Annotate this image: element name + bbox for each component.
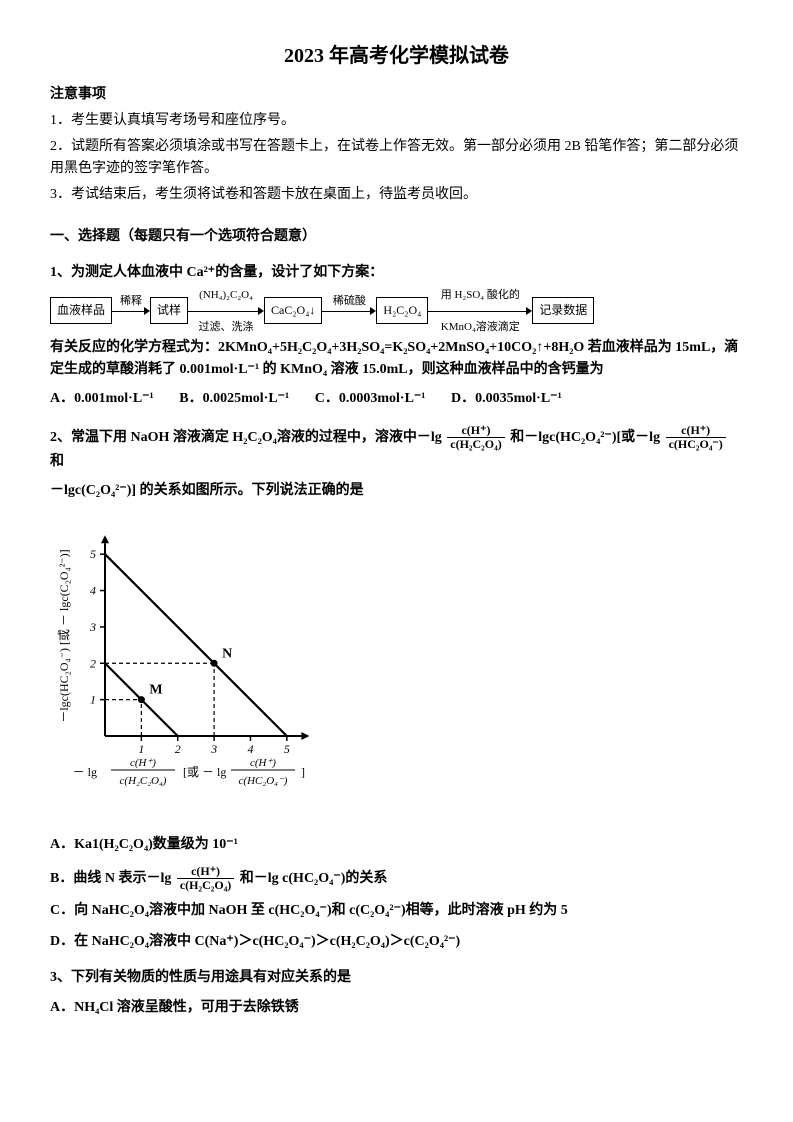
- q2-opt-b: B．曲线 N 表示－lg c(H⁺) c(H₂C₂O₄) 和－lg c(HC₂O…: [50, 865, 743, 892]
- q1-flowchart: 血液样品 稀释 试样 (NH₄)₂C₂O₄ 过滤、洗涤 CaC₂O₄↓ 稀硫酸 …: [50, 297, 743, 325]
- q2-opt-d: D．在 NaHC₂O₄溶液中 C(Na⁺)＞c(HC₂O₄⁻)＞c(H₂C₂O₄…: [50, 931, 743, 953]
- q2-stem: 2、常温下用 NaOH 溶液滴定 H₂C₂O₄溶液的过程中，溶液中－lg c(H…: [50, 424, 743, 474]
- svg-text:]: ]: [301, 765, 305, 779]
- flow-arrow-2: (NH₄)₂C₂O₄ 过滤、洗涤: [188, 297, 264, 325]
- q1-opt-b: B．0.0025mol·L⁻¹: [179, 391, 289, 406]
- flow-box-1: 血液样品: [50, 297, 112, 324]
- svg-text:4: 4: [247, 742, 253, 756]
- svg-text:5: 5: [90, 547, 96, 561]
- flow-arrow-1-top: 稀释: [120, 295, 142, 307]
- section-a-header: 一、选择题（每题只有一个选项符合题意）: [50, 226, 743, 248]
- svg-text:3: 3: [210, 742, 217, 756]
- page-title: 2023 年高考化学模拟试卷: [50, 40, 743, 72]
- q2-stem-mid2: 和: [50, 454, 64, 469]
- svg-text:M: M: [149, 683, 162, 698]
- q2-frac-1-num: c(H⁺): [447, 424, 504, 437]
- q2-frac-1: c(H⁺) c(H₂C₂O₄): [447, 424, 504, 451]
- q2-chart: 1 2 3 4 5 1 2 3 4 5 M N －lgc(HC₂O₄⁻) [或 － lgc(C₂O₄²⁻…: [50, 516, 743, 824]
- q1-stem: 1、为测定人体血液中 Ca²⁺的含量，设计了如下方案：: [50, 262, 743, 284]
- svg-text:N: N: [222, 646, 232, 661]
- q2-frac-2-num: c(H⁺): [666, 424, 726, 437]
- svg-text:[或 － lg: [或 － lg: [183, 765, 226, 779]
- q2-opt-a: A．Ka1(H₂C₂O₄)数量级为 10⁻¹: [50, 834, 743, 856]
- svg-text:1: 1: [90, 693, 96, 707]
- flow-box-4: H₂C₂O₄: [376, 297, 428, 324]
- q2-frac-1-den: c(H₂C₂O₄): [447, 437, 504, 451]
- flow-arrow-4-bot: KMnO₄溶液滴定: [441, 321, 520, 333]
- flow-arrow-4: 用 H₂SO₄ 酸化的 KMnO₄溶液滴定: [428, 297, 532, 325]
- q1-opt-c: C．0.0003mol·L⁻¹: [315, 391, 426, 406]
- q1-options: A．0.001mol·L⁻¹ B．0.0025mol·L⁻¹ C．0.0003m…: [50, 388, 743, 410]
- q2-stem-line2: －lgc(C₂O₄²⁻)] 的关系如图所示。下列说法正确的是: [50, 480, 743, 502]
- q2-stem-pre: 2、常温下用 NaOH 溶液滴定 H₂C₂O₄溶液的过程中，溶液中－lg: [50, 430, 442, 445]
- flow-arrow-4-top: 用 H₂SO₄ 酸化的: [441, 289, 520, 301]
- svg-text:4: 4: [90, 584, 96, 598]
- q2-chart-svg: 1 2 3 4 5 1 2 3 4 5 M N －lgc(HC₂O₄⁻) [或 － lgc(C₂O₄²⁻…: [50, 516, 350, 816]
- q2-frac-2-den: c(HC₂O₄⁻): [666, 437, 726, 451]
- q3-stem: 3、下列有关物质的性质与用途具有对应关系的是: [50, 967, 743, 989]
- note-2: 2．试题所有答案必须填涂或书写在答题卡上，在试卷上作答无效。第一部分必须用 2B…: [50, 136, 743, 181]
- flow-arrow-3: 稀硫酸: [322, 297, 376, 325]
- flow-arrow-1: 稀释: [112, 297, 150, 325]
- svg-text:2: 2: [90, 656, 96, 670]
- q2-opt-b-frac: c(H⁺) c(H₂C₂O₄): [177, 865, 234, 892]
- flow-arrow-3-top: 稀硫酸: [333, 295, 366, 307]
- q2-opt-c: C．向 NaHC₂O₄溶液中加 NaOH 至 c(HC₂O₄⁻)和 c(C₂O₄…: [50, 900, 743, 922]
- note-3: 3．考试结束后，考生须将试卷和答题卡放在桌面上，待监考员收回。: [50, 184, 743, 206]
- svg-text:5: 5: [284, 742, 290, 756]
- q1-opt-d: D．0.0035mol·L⁻¹: [451, 391, 562, 406]
- q2-stem-mid1: 和－lgc(HC₂O₄²⁻)[或－lg: [510, 430, 660, 445]
- flow-box-3: CaC₂O₄↓: [264, 297, 322, 324]
- svg-text:2: 2: [175, 742, 181, 756]
- flow-arrow-2-top: (NH₄)₂C₂O₄: [199, 289, 253, 301]
- note-1: 1．考生要认真填写考场号和座位序号。: [50, 110, 743, 132]
- flow-arrow-2-bot: 过滤、洗涤: [199, 321, 254, 333]
- q2-opt-b-frac-num: c(H⁺): [177, 865, 234, 878]
- q1-opt-a: A．0.001mol·L⁻¹: [50, 391, 154, 406]
- svg-text:3: 3: [89, 620, 96, 634]
- q2-opt-b-post: 和－lg c(HC₂O₄⁻)的关系: [240, 871, 388, 886]
- q2-opt-b-pre: B．曲线 N 表示－lg: [50, 871, 171, 886]
- q2-frac-2: c(H⁺) c(HC₂O₄⁻): [666, 424, 726, 451]
- svg-text:c(HC₂O₄⁻): c(HC₂O₄⁻): [239, 775, 288, 787]
- svg-text:c(H₂C₂O₄): c(H₂C₂O₄): [120, 775, 167, 787]
- notes-header: 注意事项: [50, 84, 743, 106]
- flow-box-5: 记录数据: [532, 297, 594, 324]
- q3-opt-a: A．NH₄Cl 溶液呈酸性，可用于去除铁锈: [50, 997, 743, 1019]
- q1-body: 有关反应的化学方程式为：2KMnO₄+5H₂C₂O₄+3H₂SO₄=K₂SO₄+…: [50, 337, 743, 382]
- flow-box-2: 试样: [150, 297, 188, 324]
- svg-text:1: 1: [138, 742, 144, 756]
- svg-text:c(H⁺): c(H⁺): [250, 757, 276, 769]
- svg-text:c(H⁺): c(H⁺): [130, 757, 156, 769]
- q2-opt-b-frac-den: c(H₂C₂O₄): [177, 878, 234, 892]
- svg-text:－ lg: － lg: [73, 765, 97, 779]
- svg-text:－lgc(HC₂O₄⁻) [或 － lgc(C₂O₄²⁻)]: －lgc(HC₂O₄⁻) [或 － lgc(C₂O₄²⁻)]: [57, 549, 71, 722]
